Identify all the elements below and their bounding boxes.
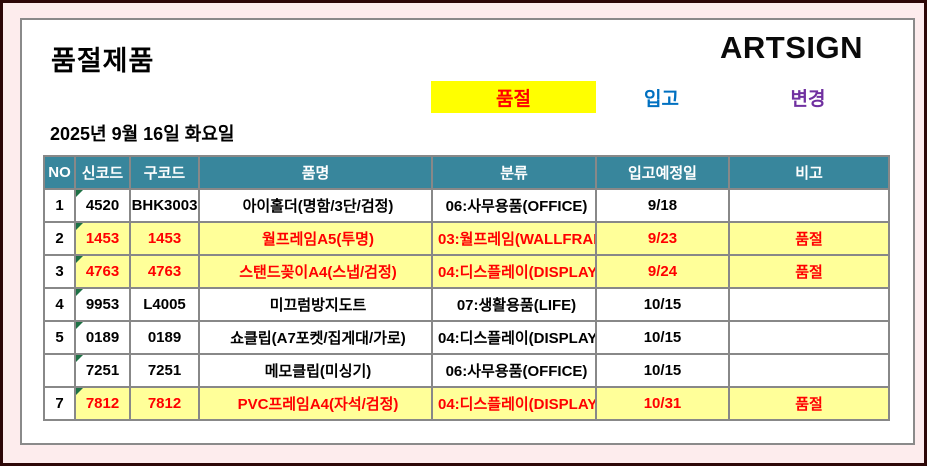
cell-new-code[interactable]: 9953 (74, 287, 131, 322)
cell-eta[interactable]: 9/23 (595, 221, 730, 256)
cell-old-code[interactable]: BHK3003 (129, 188, 200, 223)
col-header-category: 분류 (431, 155, 597, 190)
table-row: 7251 7251 메모클립(미싱기) 06:사무용품(OFFICE) 10/1… (43, 353, 890, 388)
cell-note-triangle-icon (77, 224, 83, 230)
cell-note-triangle-icon (77, 257, 83, 263)
cell-no[interactable]: 2 (43, 221, 76, 256)
table-header-row: NO 신코드 구코드 품명 분류 입고예정일 비고 (43, 155, 890, 190)
cell-new-code[interactable]: 4520 (74, 188, 131, 223)
product-table: NO 신코드 구코드 품명 분류 입고예정일 비고 1 4520 BHK3003… (43, 155, 890, 421)
cell-new-code-value: 1453 (85, 230, 120, 247)
cell-new-code-value: 4520 (85, 197, 120, 214)
cell-remark[interactable]: 품절 (728, 254, 890, 289)
report-date: 2025년 9월 16일 화요일 (50, 124, 235, 144)
col-header-remark: 비고 (728, 155, 890, 190)
cell-old-code[interactable]: 7251 (129, 353, 200, 388)
cell-remark[interactable] (728, 320, 890, 355)
cell-no[interactable]: 4 (43, 287, 76, 322)
artsign-logo: ARTSIGN (720, 30, 863, 65)
cell-no[interactable]: 1 (43, 188, 76, 223)
cell-product-name[interactable]: 메모클립(미싱기) (198, 353, 433, 388)
table-row: 4 9953 L4005 미끄럼방지도트 07:생활용품(LIFE) 10/15 (43, 287, 890, 322)
cell-old-code[interactable]: 7812 (129, 386, 200, 421)
cell-note-triangle-icon (77, 191, 83, 197)
cell-no[interactable]: 3 (43, 254, 76, 289)
col-header-eta: 입고예정일 (595, 155, 730, 190)
cell-remark[interactable] (728, 188, 890, 223)
cell-new-code-value: 7251 (85, 362, 120, 379)
cell-new-code[interactable]: 7251 (74, 353, 131, 388)
cell-category[interactable]: 06:사무용품(OFFICE) (431, 188, 597, 223)
cell-new-code-value: 4763 (85, 263, 120, 280)
col-header-product-name: 품명 (198, 155, 433, 190)
cell-old-code[interactable]: 1453 (129, 221, 200, 256)
cell-product-name[interactable]: 월프레임A5(투명) (198, 221, 433, 256)
cell-remark[interactable]: 품절 (728, 386, 890, 421)
cell-note-triangle-icon (77, 290, 83, 296)
cell-product-name[interactable]: PVC프레임A4(자석/검정) (198, 386, 433, 421)
cell-new-code-value: 7812 (85, 395, 120, 412)
table-row: 3 4763 4763 스탠드꽂이A4(스냅/검정) 04:디스플레이(DISP… (43, 254, 890, 289)
cell-category[interactable]: 04:디스플레이(DISPLAY) (431, 386, 597, 421)
cell-old-code[interactable]: 0189 (129, 320, 200, 355)
cell-note-triangle-icon (77, 389, 83, 395)
cell-new-code[interactable]: 4763 (74, 254, 131, 289)
cell-eta[interactable]: 10/15 (595, 320, 730, 355)
cell-product-name[interactable]: 스탠드꽂이A4(스냅/검정) (198, 254, 433, 289)
cell-category[interactable]: 03:월프레임(WALLFRAME) (431, 221, 597, 256)
cell-product-name[interactable]: 쇼클립(A7포켓/집게대/가로) (198, 320, 433, 355)
col-header-no: NO (43, 155, 76, 190)
cell-remark[interactable]: 품절 (728, 221, 890, 256)
cell-remark[interactable] (728, 353, 890, 388)
col-header-new-code: 신코드 (74, 155, 131, 190)
cell-new-code[interactable]: 1453 (74, 221, 131, 256)
page-title: 품절제품 (51, 46, 155, 76)
cell-note-triangle-icon (77, 323, 83, 329)
cell-new-code-value: 0189 (85, 329, 120, 346)
cell-eta[interactable]: 10/15 (595, 353, 730, 388)
legend-incoming-label[interactable]: 입고 (644, 88, 679, 110)
cell-category[interactable]: 04:디스플레이(DISPLAY) (431, 254, 597, 289)
cell-category[interactable]: 06:사무용품(OFFICE) (431, 353, 597, 388)
legend-soldout-badge[interactable]: 품절 (431, 81, 596, 113)
legend-changed-label[interactable]: 변경 (790, 88, 826, 110)
col-header-old-code: 구코드 (129, 155, 200, 190)
cell-new-code[interactable]: 0189 (74, 320, 131, 355)
cell-new-code[interactable]: 7812 (74, 386, 131, 421)
cell-old-code[interactable]: 4763 (129, 254, 200, 289)
cell-note-triangle-icon (77, 356, 83, 362)
cell-category[interactable]: 07:생활용품(LIFE) (431, 287, 597, 322)
cell-category[interactable]: 04:디스플레이(DISPLAY) (431, 320, 597, 355)
cell-new-code-value: 9953 (85, 296, 120, 313)
table-row: 2 1453 1453 월프레임A5(투명) 03:월프레임(WALLFRAME… (43, 221, 890, 256)
table-row: 7 7812 7812 PVC프레임A4(자석/검정) 04:디스플레이(DIS… (43, 386, 890, 421)
cell-no[interactable]: 5 (43, 320, 76, 355)
cell-old-code[interactable]: L4005 (129, 287, 200, 322)
cell-eta[interactable]: 10/15 (595, 287, 730, 322)
cell-eta[interactable]: 9/18 (595, 188, 730, 223)
cell-remark[interactable] (728, 287, 890, 322)
cell-product-name[interactable]: 미끄럼방지도트 (198, 287, 433, 322)
cell-product-name[interactable]: 아이홀더(명함/3단/검정) (198, 188, 433, 223)
cell-eta[interactable]: 10/31 (595, 386, 730, 421)
table-row: 5 0189 0189 쇼클립(A7포켓/집게대/가로) 04:디스플레이(DI… (43, 320, 890, 355)
table-row: 1 4520 BHK3003 아이홀더(명함/3단/검정) 06:사무용품(OF… (43, 188, 890, 223)
cell-eta[interactable]: 9/24 (595, 254, 730, 289)
cell-no[interactable] (43, 353, 76, 388)
cell-no[interactable]: 7 (43, 386, 76, 421)
